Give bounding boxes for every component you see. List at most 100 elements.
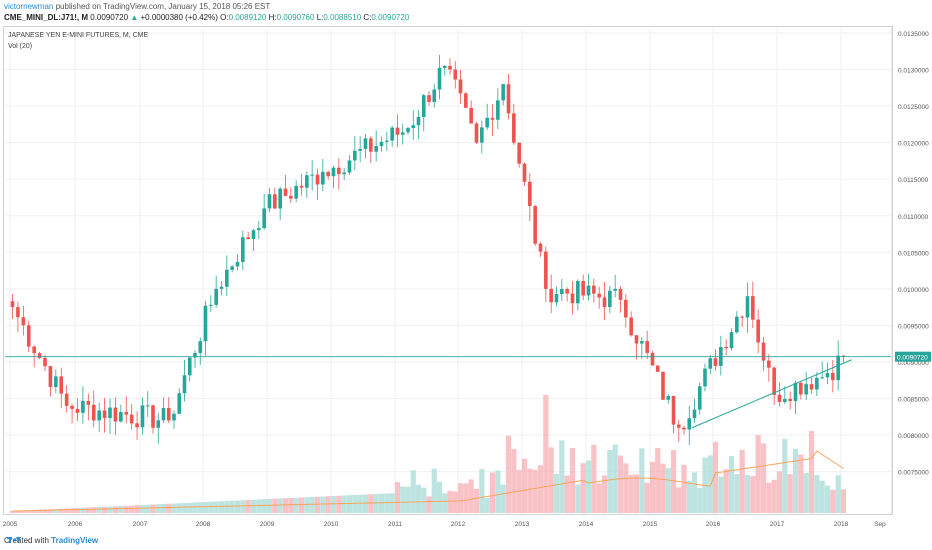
volume-bar: [362, 494, 369, 513]
candle-body: [501, 84, 505, 101]
candle-body: [145, 405, 150, 407]
open-value: 0.0089120: [228, 13, 267, 22]
volume-bar: [415, 484, 422, 513]
published-text: published on TradingView.com, January 15…: [55, 2, 271, 11]
candle-body: [586, 285, 591, 296]
footer: Created with TradingView: [4, 536, 98, 545]
volume-bar: [835, 475, 841, 513]
volume-bar: [792, 448, 799, 513]
candle-body: [37, 353, 42, 358]
volume-bar: [623, 463, 629, 513]
candle-body: [177, 393, 182, 414]
y-tick-label: 0.0085000: [898, 397, 929, 404]
tradingview-brand[interactable]: TradingView: [51, 536, 99, 545]
candle-body: [129, 414, 134, 424]
candle-body: [135, 423, 139, 428]
candle-body: [522, 163, 527, 182]
volume-bar: [341, 495, 347, 513]
candle-body: [75, 408, 80, 413]
volume-bar: [47, 509, 54, 513]
candle-body: [469, 107, 473, 124]
volume-bar: [261, 499, 267, 513]
volume-bar: [676, 487, 682, 513]
volume-bar: [421, 487, 427, 513]
candle-body: [26, 325, 31, 347]
volume-bar: [293, 497, 299, 513]
y-tick-label: 0.0120000: [898, 141, 929, 148]
volume-bar: [814, 474, 820, 513]
volume-bar: [824, 485, 831, 513]
y-tick-label: 0.0135000: [898, 31, 929, 38]
volume-bar: [181, 503, 188, 513]
volume-bar: [585, 460, 592, 513]
candle-body: [676, 424, 681, 428]
candle-body: [544, 251, 548, 289]
candle-body: [406, 128, 410, 133]
candle-body: [416, 117, 421, 126]
low-value: 0.0088510: [323, 13, 362, 22]
candle-body: [283, 188, 288, 196]
created-with-text: Created with: [4, 536, 49, 545]
volume-bar: [330, 496, 337, 513]
candle-body: [187, 357, 192, 376]
trend-line: [691, 359, 852, 429]
candle-body: [618, 288, 623, 300]
volume-bar: [787, 474, 793, 513]
candle-body: [390, 127, 394, 141]
volume-bar: [426, 496, 432, 513]
volume-bar: [192, 502, 198, 513]
volume-bar: [776, 471, 783, 513]
candle-body: [54, 376, 58, 387]
candle-body: [613, 288, 617, 291]
volume-legend: Vol (20): [8, 43, 33, 50]
low-label: L:: [316, 13, 324, 22]
volume-bar: [691, 472, 698, 513]
volume-bar: [734, 474, 740, 513]
candle-body: [570, 293, 575, 304]
candle-body: [235, 261, 240, 267]
y-tick-label: 0.0095000: [898, 323, 929, 330]
volume-bar: [601, 475, 608, 513]
candle-body: [230, 266, 234, 270]
volume-bar: [436, 481, 443, 513]
last-price-tag: [895, 351, 931, 362]
volume-bar: [660, 463, 666, 513]
candle-body: [592, 285, 596, 294]
candle-body: [374, 146, 378, 152]
candle-body: [273, 194, 277, 209]
close-label: C:: [363, 13, 372, 22]
candle-body: [214, 288, 218, 305]
volume-bar: [564, 475, 570, 513]
candle-body: [140, 405, 145, 428]
candle-body: [554, 294, 559, 303]
candle-body: [294, 185, 298, 199]
volume-bar: [803, 473, 809, 513]
candle-body: [262, 208, 266, 229]
volume-bar: [553, 473, 560, 513]
volume-bar: [830, 489, 836, 513]
volume-bar: [728, 456, 735, 513]
candle-body: [337, 167, 341, 175]
candle-body: [48, 366, 53, 387]
candle-body: [347, 160, 352, 173]
author-link[interactable]: victornewman: [4, 2, 54, 11]
volume-bar: [473, 488, 480, 513]
volume-bar: [612, 444, 618, 513]
candle-body: [91, 404, 96, 421]
candle-body: [799, 382, 803, 395]
volume-bar: [112, 506, 119, 513]
volume-bar: [457, 483, 464, 513]
candle-body: [697, 386, 702, 410]
volume-bar: [468, 479, 474, 513]
volume-bar: [336, 495, 342, 513]
volume-bar: [760, 443, 767, 513]
volume-bar: [744, 474, 751, 513]
candle-body: [777, 394, 782, 402]
volume-bar: [150, 504, 156, 513]
volume-bar: [527, 468, 533, 513]
volume-bar: [229, 500, 235, 513]
volume-bar: [107, 506, 113, 513]
volume-bar: [15, 510, 21, 513]
candle-body: [102, 410, 107, 418]
